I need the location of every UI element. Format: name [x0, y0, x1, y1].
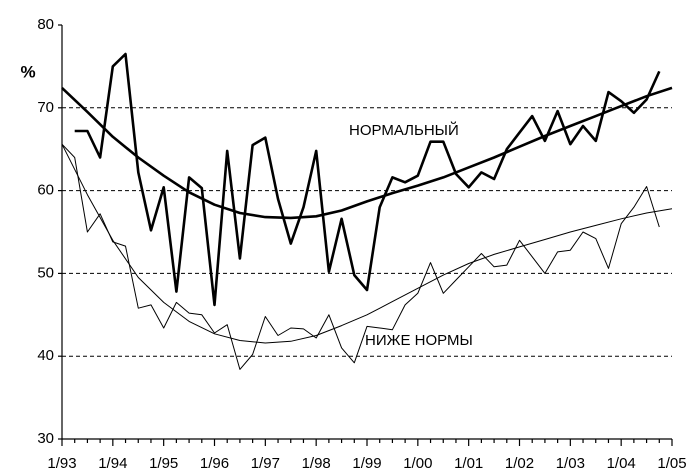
y-tick-label: 70: [37, 99, 54, 116]
y-tick-label: 80: [37, 16, 54, 33]
x-tick-label: 1/05: [657, 455, 686, 472]
series-line: [74, 52, 661, 307]
y-tick-label: 50: [37, 264, 54, 281]
series-line: [61, 86, 673, 220]
x-tick-label: 1/04: [607, 455, 636, 472]
x-tick-label: 1/99: [352, 455, 381, 472]
x-tick-label: 1/03: [556, 455, 585, 472]
series-label: НОРМАЛЬНЫЙ: [349, 121, 459, 139]
x-tick-label: 1/02: [505, 455, 534, 472]
y-axis-label: %: [20, 62, 35, 81]
x-tick-label: 1/98: [302, 455, 331, 472]
x-tick-label: 1/00: [403, 455, 432, 472]
x-tick-label: 1/01: [454, 455, 483, 472]
x-tick-label: 1/96: [200, 455, 229, 472]
y-tick-label: 40: [37, 347, 54, 364]
x-tick-label: 1/94: [98, 455, 127, 472]
x-tick-label: 1/97: [251, 455, 280, 472]
series-label: НИЖЕ НОРМЫ: [365, 332, 473, 349]
series-line: [61, 143, 660, 370]
x-tick-label: 1/95: [149, 455, 178, 472]
y-tick-label: 60: [37, 182, 54, 199]
y-tick-label: 30: [37, 430, 54, 447]
series-line: [61, 143, 673, 344]
x-tick-label: 1/93: [47, 455, 76, 472]
